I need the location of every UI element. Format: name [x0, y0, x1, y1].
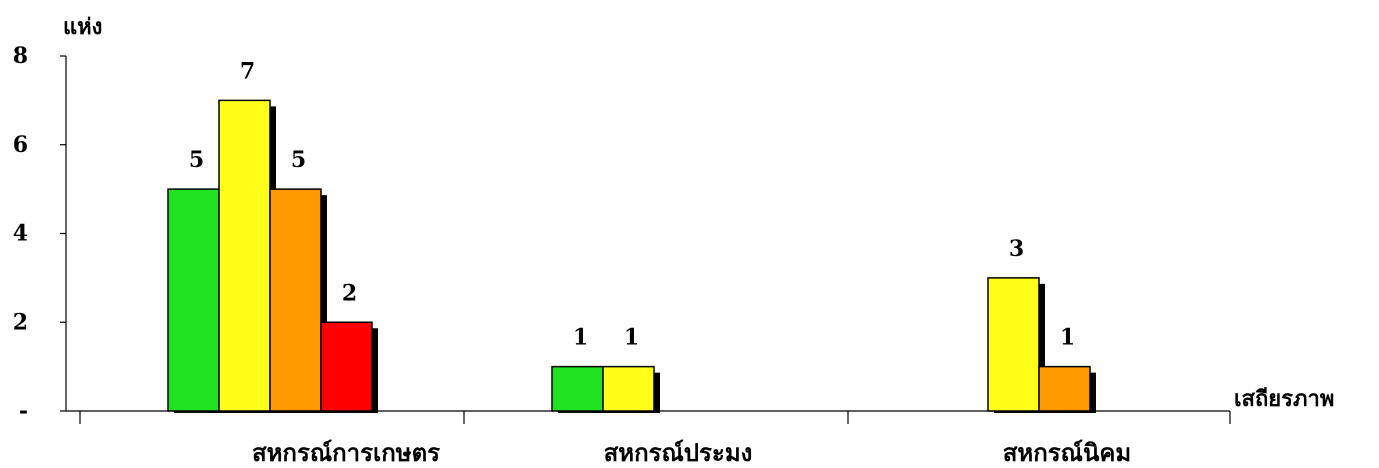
data-labels: 5 7 5 2 1 1 3 1: [189, 58, 1075, 350]
bar-value-label: 1: [573, 325, 588, 351]
bar-value-label: 7: [240, 58, 255, 84]
bar-value-label: 1: [624, 325, 639, 351]
x-category-label: สหกรณ์ประมง: [604, 439, 753, 467]
bar: [320, 321, 373, 412]
bars: [167, 99, 1096, 413]
bar: [602, 365, 655, 412]
bar: [269, 188, 322, 412]
bar: [987, 277, 1040, 412]
y-axis-title: แห่ง: [63, 15, 102, 40]
y-tick-label: 8: [13, 43, 28, 69]
bar-value-label: 5: [189, 147, 204, 173]
y-tick-label: -: [19, 398, 28, 424]
y-tick-label: 2: [13, 309, 28, 335]
x-category-label: สหกรณ์นิคม: [1003, 439, 1131, 467]
bar-value-label: 5: [291, 147, 306, 173]
y-tick-label: 4: [13, 221, 28, 247]
bar: [551, 365, 604, 412]
bar: [1038, 365, 1091, 412]
bar-value-label: 1: [1060, 325, 1075, 351]
bar: [218, 99, 271, 412]
bar-value-label: 2: [342, 280, 357, 306]
x-category-label: สหกรณ์การเกษตร: [252, 439, 440, 467]
x-axis-title: เสถียรภาพ: [1234, 387, 1334, 412]
bar: [167, 188, 220, 412]
y-tick-label: 6: [13, 132, 28, 158]
y-ticks: - 2 4 6 8: [13, 43, 66, 424]
bar-value-label: 3: [1009, 236, 1024, 262]
category-labels: สหกรณ์การเกษตร สหกรณ์ประมง สหกรณ์นิคม: [252, 439, 1131, 467]
